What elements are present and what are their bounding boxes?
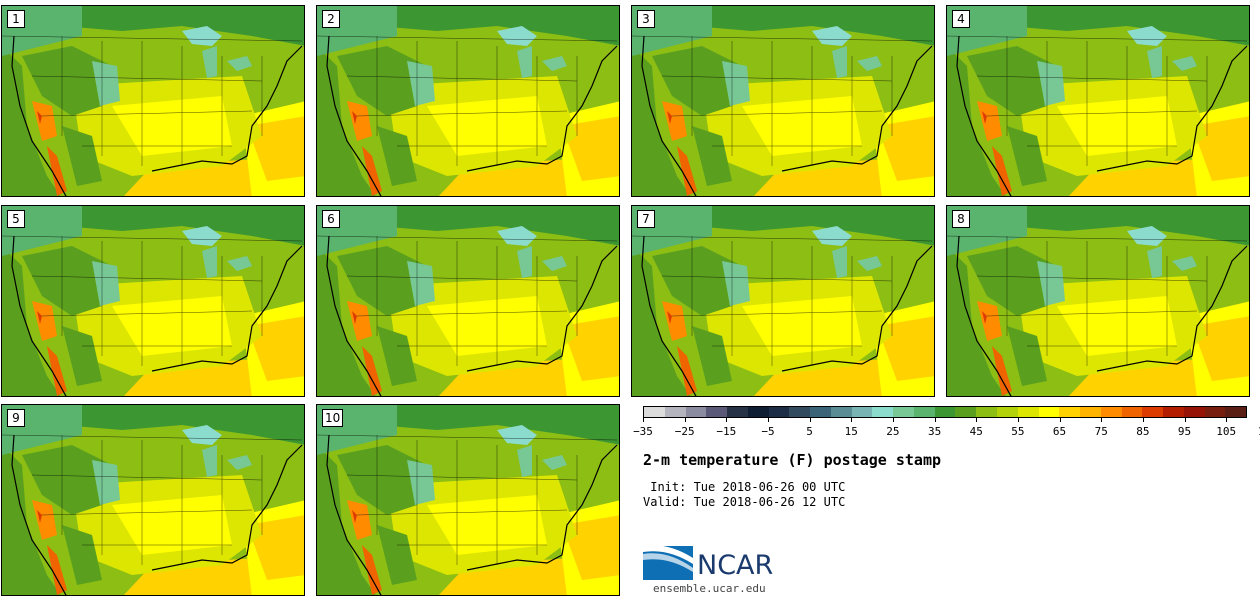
ensemble-member-map-7: 7 (631, 205, 935, 397)
member-number-label: 7 (637, 210, 655, 228)
colorbar-segment (1121, 407, 1143, 417)
colorbar-tick (809, 418, 811, 422)
temperature-map (317, 6, 619, 196)
page-title: 2-m temperature (F) postage stamp (643, 451, 942, 469)
temperature-map (317, 206, 619, 396)
ensemble-member-map-10: 10 (316, 404, 620, 596)
member-number-label: 6 (322, 210, 340, 228)
colorbar-tick (1017, 418, 1019, 422)
colorbar-tick (892, 418, 894, 422)
temperature-map (632, 206, 934, 396)
colorbar-segment (789, 407, 811, 417)
ensemble-member-map-9: 9 (1, 404, 305, 596)
colorbar-tick-label: 65 (1052, 425, 1067, 438)
colorbar-tick-label: 55 (1011, 425, 1025, 438)
colorbar-tick-label: −5 (761, 425, 775, 438)
colorbar-segment (1163, 407, 1184, 417)
colorbar-tick-label: −15 (716, 425, 737, 438)
temperature-map (947, 6, 1249, 196)
colorbar-tick (684, 418, 686, 422)
colorbar-tick (976, 418, 978, 422)
member-number-label: 2 (322, 10, 340, 28)
ncar-logo-text: NCAR (697, 550, 774, 581)
colorbar-tick (726, 418, 728, 422)
colorbar-tick (1142, 418, 1144, 422)
member-number-label: 8 (952, 210, 970, 228)
colorbar-segment (955, 407, 977, 417)
colorbar-segment (851, 407, 873, 417)
colorbar-tick (643, 418, 644, 422)
ensemble-member-map-6: 6 (316, 205, 620, 397)
colorbar-segment (997, 407, 1018, 417)
ensemble-member-map-5: 5 (1, 205, 305, 397)
member-number-label: 9 (7, 409, 25, 427)
colorbar-segment (1204, 407, 1226, 417)
temperature-colorbar (643, 406, 1247, 418)
colorbar-segment (830, 407, 852, 417)
colorbar-segment (1017, 407, 1039, 417)
ensemble-member-map-1: 1 (1, 5, 305, 197)
colorbar-tick-label: 45 (969, 425, 983, 438)
init-time: Init: Tue 2018-06-26 00 UTC (643, 480, 846, 494)
colorbar-tick (1059, 418, 1061, 422)
colorbar-tick (1101, 418, 1103, 422)
colorbar-segment (1183, 407, 1205, 417)
temperature-map (2, 206, 304, 396)
valid-time: Valid: Tue 2018-06-26 12 UTC (643, 495, 846, 509)
colorbar-tick-label: 95 (1177, 425, 1192, 438)
colorbar-segment (893, 407, 914, 417)
colorbar-segment (685, 407, 707, 417)
website-url: ensemble.ucar.edu (653, 582, 766, 595)
colorbar-tick-label: 35 (927, 425, 942, 438)
temperature-map (317, 405, 619, 595)
colorbar-tick-label: 5 (806, 425, 813, 438)
member-number-label: 10 (322, 409, 344, 427)
colorbar-segment (747, 407, 769, 417)
colorbar-tick (767, 418, 769, 422)
colorbar-segment (1038, 407, 1060, 417)
colorbar-tick (934, 418, 936, 422)
member-number-label: 3 (637, 10, 655, 28)
colorbar-tick-labels: −35 −25 −15 −5 5 15 25 35 45 55 65 75 85 95 105 115 (633, 418, 1260, 438)
colorbar-segment (810, 407, 831, 417)
ensemble-member-map-4: 4 (946, 5, 1250, 197)
colorbar-segment (976, 407, 998, 417)
colorbar-segment (913, 407, 935, 417)
temperature-map (2, 6, 304, 196)
temperature-map (947, 206, 1249, 396)
colorbar-tick-label: 15 (844, 425, 858, 438)
member-number-label: 4 (952, 10, 970, 28)
colorbar-tick-label: −35 (633, 425, 653, 438)
ensemble-member-map-2: 2 (316, 5, 620, 197)
colorbar-segment (1225, 407, 1247, 417)
ncar-logo-icon (643, 545, 693, 580)
colorbar-tick (1226, 418, 1228, 422)
colorbar-segment (1142, 407, 1164, 417)
colorbar-segment (872, 407, 894, 417)
colorbar-tick-label: 75 (1094, 425, 1108, 438)
colorbar-segment (727, 407, 748, 417)
colorbar-tick-label: 115 (1258, 425, 1260, 438)
ensemble-member-map-8: 8 (946, 205, 1250, 397)
colorbar-segment (706, 407, 728, 417)
colorbar-tick (1184, 418, 1186, 422)
colorbar-tick (851, 418, 853, 422)
colorbar-tick-label: 105 (1216, 425, 1237, 438)
temperature-map (632, 6, 934, 196)
ensemble-member-map-3: 3 (631, 5, 935, 197)
colorbar-segment (1080, 407, 1101, 417)
temperature-map (2, 405, 304, 595)
colorbar-tick-label: −25 (674, 425, 695, 438)
colorbar-segment (644, 407, 665, 417)
member-number-label: 1 (7, 10, 25, 28)
colorbar-segment (664, 407, 686, 417)
colorbar-segment (1100, 407, 1122, 417)
colorbar-segment (934, 407, 956, 417)
colorbar-segment (768, 407, 790, 417)
member-number-label: 5 (7, 210, 25, 228)
colorbar-tick-label: 85 (1136, 425, 1150, 438)
colorbar-segment (1059, 407, 1081, 417)
colorbar-tick-label: 25 (886, 425, 900, 438)
